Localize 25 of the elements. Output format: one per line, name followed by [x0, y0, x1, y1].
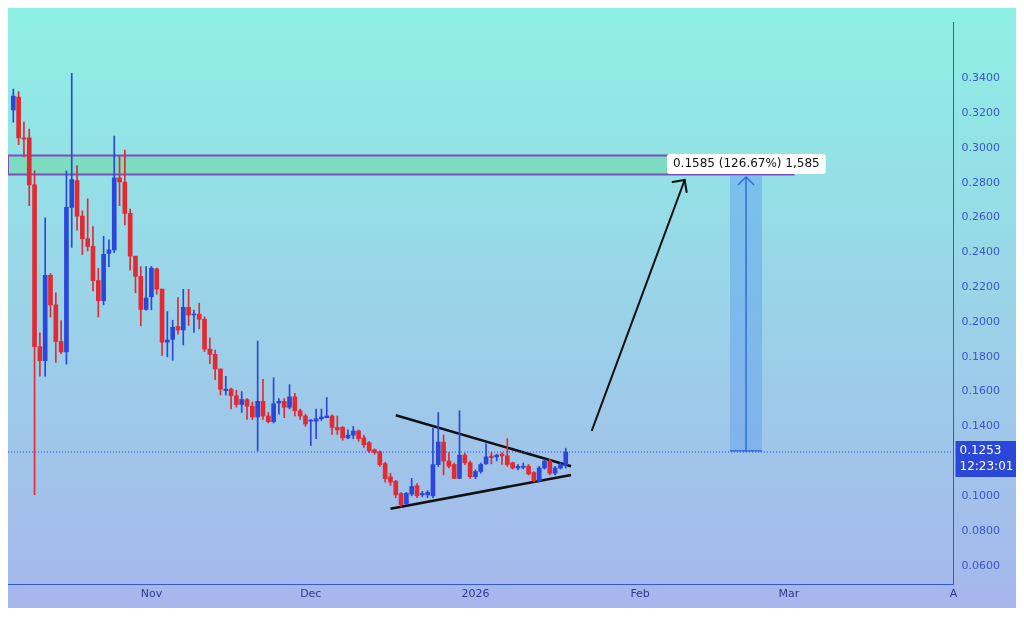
y-tick-label: 0.3400: [961, 71, 1001, 85]
x-tick-label: Dec: [300, 587, 322, 601]
x-tick-label: A: [949, 587, 958, 601]
y-tick-label: 0.1400: [961, 419, 1001, 433]
annotation: 0.1585 (126.67%) 1,585: [672, 156, 820, 171]
y-tick-label: 0.0600: [961, 558, 1001, 572]
x-tick-label: Nov: [140, 587, 163, 601]
x-tick-label: Feb: [630, 587, 650, 601]
candlestick: [308, 419, 314, 446]
y-tick-label: 0.2600: [961, 210, 1001, 224]
candlestick: [223, 375, 229, 396]
y-tick-label: 0.1600: [961, 384, 1001, 398]
y-tick-label: 0.1000: [961, 488, 1001, 502]
ref-line-label: 0.1253: [959, 443, 1002, 458]
y-tick-label: 0.0800: [961, 523, 1001, 537]
text: 12:23:01: [959, 459, 1014, 474]
y-tick-label: 0.2200: [961, 280, 1001, 294]
x-tick-label: 2026: [461, 587, 490, 601]
y-tick-label: 0.1800: [961, 349, 1001, 363]
y-tick-label: 0.3000: [961, 140, 1001, 154]
y-tick-label: 0.3200: [961, 105, 1001, 119]
x-tick-label: Mar: [778, 587, 800, 601]
y-tick-label: 0.2800: [961, 175, 1001, 189]
y-tick-label: 0.2000: [961, 314, 1001, 328]
y-tick-label: 0.2400: [961, 245, 1001, 259]
